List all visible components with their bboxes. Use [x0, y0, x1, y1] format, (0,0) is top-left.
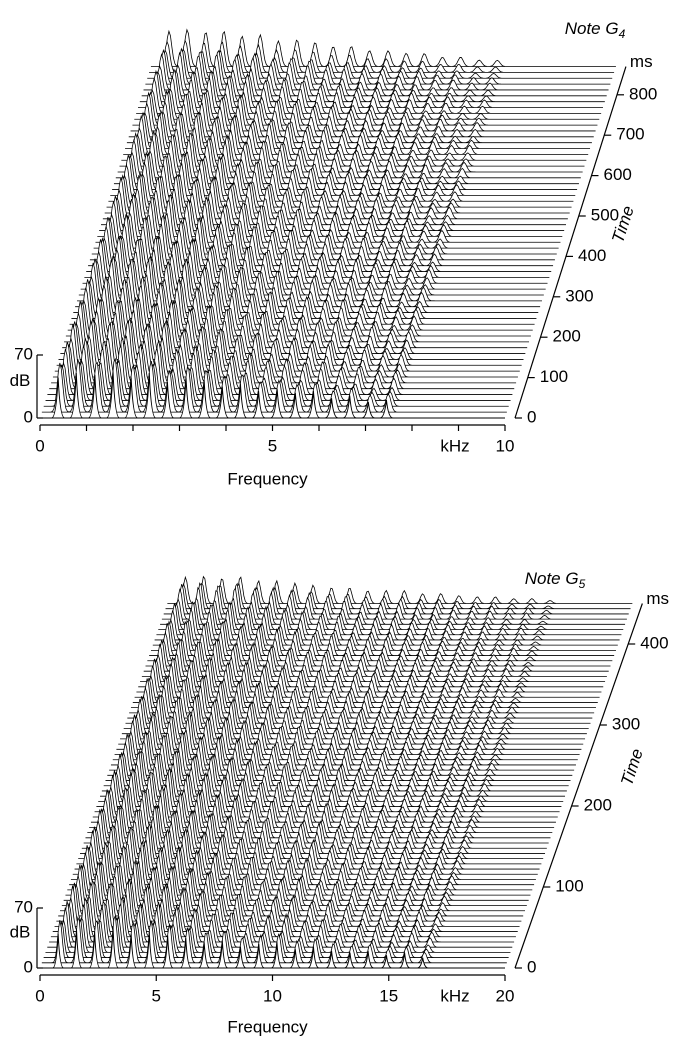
traces: [41, 28, 616, 413]
z-tick-label: 0: [24, 957, 33, 976]
x-unit: kHz: [440, 436, 469, 455]
x-tick-label: 0: [35, 986, 44, 1005]
title-subscript: 5: [579, 577, 586, 591]
harmonic-peak: [379, 399, 394, 419]
y-tick-label: 300: [565, 286, 593, 305]
x-tick-label: 5: [152, 986, 161, 1005]
harmonic-peak: [124, 377, 138, 419]
harmonic-peak: [271, 942, 283, 969]
harmonic-peak: [125, 933, 137, 969]
x-tick-label: 0: [35, 436, 44, 455]
y-axis: [514, 66, 627, 419]
y-tick-label: 800: [629, 84, 657, 103]
harmonic-peak: [69, 372, 84, 419]
harmonic-peak: [216, 940, 228, 969]
harmonic-peak: [197, 380, 211, 419]
y-tick-label: 500: [591, 205, 619, 224]
z-unit: dB: [10, 371, 31, 390]
z-tick-label: 70: [14, 897, 33, 916]
harmonic-peak: [180, 937, 192, 969]
harmonic-peak: [270, 389, 284, 419]
harmonic-peak: [307, 946, 320, 969]
y-tick-label: 200: [584, 795, 612, 814]
y-tick-label: 400: [578, 246, 606, 265]
x-tick-label: 15: [379, 986, 398, 1005]
x-axis-label: Frequency: [227, 1017, 308, 1036]
y-tick-label: 0: [527, 407, 536, 426]
harmonic-peak: [142, 372, 157, 419]
x-tick-label: 20: [496, 986, 515, 1005]
harmonic-peak: [161, 935, 174, 969]
harmonic-peak: [361, 401, 375, 419]
harmonic-peak: [160, 381, 175, 419]
x-unit: kHz: [440, 986, 469, 1005]
harmonic-peak: [253, 943, 265, 969]
y-tick-label: 0: [527, 957, 536, 976]
title-text: Note G: [525, 569, 579, 588]
chart-title: Note G4: [565, 19, 626, 41]
x-axis-label: Frequency: [227, 469, 308, 488]
traces: [41, 575, 633, 964]
harmonic-peak: [51, 377, 65, 419]
harmonic-peak: [325, 950, 338, 969]
harmonic-peak: [198, 942, 210, 969]
harmonic-peak: [288, 392, 302, 419]
harmonic-peak: [233, 383, 248, 419]
x-tick-label: 5: [268, 436, 277, 455]
x-tick-label: 10: [496, 436, 515, 455]
harmonic-peak: [52, 933, 64, 969]
harmonic-peak: [289, 949, 301, 969]
title-text: Note G: [565, 19, 619, 38]
harmonic-peak: [417, 957, 429, 969]
y-unit: ms: [646, 589, 669, 608]
trace: [143, 51, 609, 91]
harmonic-peak: [343, 395, 357, 419]
harmonic-peak: [143, 931, 156, 969]
harmonic-peak: [107, 926, 119, 969]
harmonic-peak: [234, 946, 247, 969]
trace: [41, 357, 507, 413]
y-tick-label: 100: [555, 876, 583, 895]
y-unit: ms: [630, 52, 653, 71]
harmonic-peak: [362, 950, 374, 969]
harmonic-peak: [251, 390, 266, 419]
trace: [136, 75, 602, 114]
title-subscript: 4: [619, 27, 626, 41]
harmonic-peak: [324, 398, 339, 419]
chart-title: Note G5: [525, 569, 586, 591]
harmonic-peak: [88, 374, 102, 419]
y-tick-label: 600: [604, 165, 632, 184]
y-tick-label: 100: [540, 367, 568, 386]
y-tick-label: 200: [553, 327, 581, 346]
harmonic-peak: [215, 386, 229, 419]
z-tick-label: 0: [24, 407, 33, 426]
harmonic-peak: [398, 952, 411, 969]
y-axis-label: Time: [617, 746, 647, 788]
y-tick-label: 400: [640, 633, 668, 652]
harmonic-peak: [106, 371, 120, 419]
trace: [150, 28, 616, 67]
z-unit: dB: [10, 922, 31, 941]
harmonic-peak: [380, 955, 393, 969]
z-tick-label: 70: [14, 344, 33, 363]
trace: [41, 915, 507, 964]
harmonic-peak: [306, 390, 321, 419]
harmonic-peak: [179, 377, 193, 419]
x-tick-label: 10: [263, 986, 282, 1005]
harmonic-peak: [344, 952, 356, 969]
y-axis: [514, 603, 643, 969]
harmonic-peak: [88, 931, 101, 969]
trace: [149, 39, 615, 73]
y-tick-label: 300: [612, 714, 640, 733]
harmonic-peak: [70, 929, 83, 969]
y-tick-label: 700: [616, 125, 644, 144]
